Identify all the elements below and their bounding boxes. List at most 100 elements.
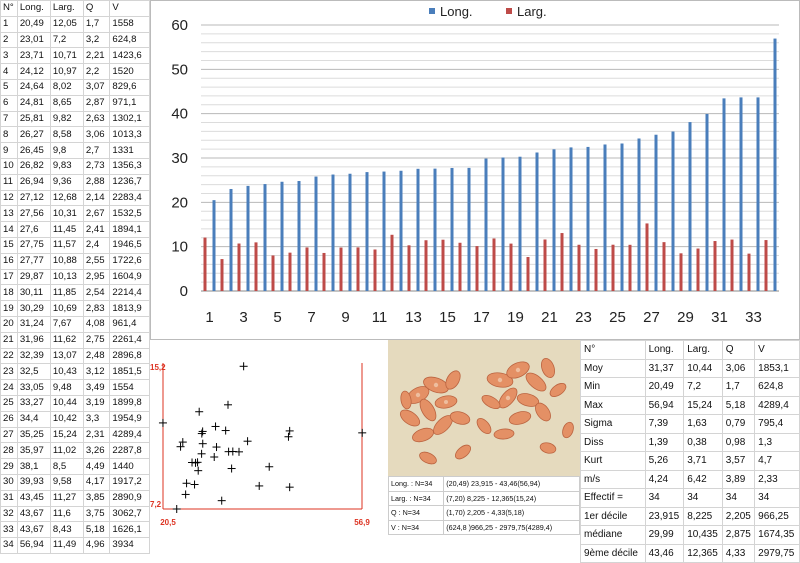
scatter-point (255, 481, 264, 490)
measurement-row: 5 24,64 8,02 3,07 829,6 (0, 78, 150, 96)
scatter-point (211, 422, 220, 431)
summary-cell: (624,8 )966,25 - 2979,75(4289,4) (443, 519, 580, 535)
measurement-row: 21 31,96 11,62 2,75 2261,4 (0, 331, 150, 349)
measurement-cell: 1,7 (82, 15, 111, 33)
measurement-cell: 1 (0, 15, 18, 33)
x-tick-label: 31 (711, 309, 728, 326)
scatter-chart-panel: 15,2 7,2 20,5 56,9 (150, 340, 388, 533)
measurement-cell: 11 (0, 173, 18, 191)
measurement-cell: 5,18 (82, 521, 111, 539)
statistics-cell: 1,7 (721, 377, 756, 397)
bar-larg (322, 252, 326, 291)
statistics-cell: 4,7 (754, 451, 800, 471)
measurement-cell: 2,55 (82, 252, 111, 270)
bar-long (620, 143, 624, 291)
bar-larg (390, 234, 394, 291)
statistics-cell: 43,46 (644, 543, 685, 563)
measurement-cell: 30,11 (16, 284, 51, 302)
statistics-row: Diss 1,39 0,38 0,98 1,3 (580, 432, 800, 452)
statistics-cell: Diss (580, 432, 646, 452)
x-tick-label: 13 (405, 309, 422, 326)
measurement-row: 4 24,12 10,97 2,2 1520 (0, 63, 150, 80)
measurement-cell: 1423,6 (109, 47, 150, 65)
measurement-cell: 43,67 (16, 505, 51, 523)
measurement-cell: 10,43 (49, 363, 84, 381)
statistics-row: m/s 4,24 6,42 3,89 2,33 (580, 469, 800, 489)
measurement-cell: 24 (0, 379, 18, 396)
statistics-cell: 34 (721, 488, 756, 508)
measurement-cell: 9,83 (49, 157, 84, 175)
measurement-row: 18 30,11 11,85 2,54 2214,4 (0, 284, 150, 302)
scatter-point (193, 458, 202, 467)
measurement-cell: 32,39 (16, 347, 51, 365)
bar-larg (305, 247, 309, 291)
measurement-row: 10 26,82 9,83 2,73 1356,3 (0, 157, 150, 175)
statistics-cell: 3,71 (683, 451, 723, 471)
measurement-cell: 11,85 (49, 284, 84, 302)
measurement-cell: 4,17 (82, 473, 111, 491)
legend-swatch (506, 8, 512, 14)
summary-cell: Long. : N=34 (387, 476, 445, 492)
x-tick-label: 5 (273, 309, 281, 326)
measurement-cell: 4,08 (82, 315, 111, 333)
x-tick-label: 23 (575, 309, 592, 326)
bar-larg (339, 247, 343, 291)
scatter-point (285, 426, 294, 435)
statistics-row: médiane 29,99 10,435 2,875 1674,35 (580, 525, 800, 545)
measurement-cell: 2,75 (82, 331, 111, 349)
x-tick-label: 19 (507, 309, 524, 326)
scatter-point (182, 479, 191, 488)
measurement-cell: 3062,7 (109, 505, 150, 523)
measurement-cell: 3,85 (82, 489, 111, 507)
statistics-cell: 4289,4 (754, 395, 800, 415)
measurement-cell: 14 (0, 221, 18, 238)
measurement-cell: 1946,5 (109, 236, 150, 254)
measurement-row: 9 26,45 9,8 2,7 1331 (0, 142, 150, 159)
measurement-row: 23 32,5 10,43 3,12 1851,5 (0, 363, 150, 381)
measurement-cell: 24,12 (16, 63, 51, 80)
bar-larg (628, 244, 632, 291)
statistics-cell: 12,365 (683, 543, 723, 563)
bar-larg (220, 259, 224, 291)
measurement-cell: 25 (0, 394, 18, 412)
measurement-cell: 13 (0, 205, 18, 223)
bar-long (773, 38, 777, 291)
statistics-cell: 7,2 (683, 377, 723, 397)
measurement-cell: 23 (0, 363, 18, 381)
measurement-cell: 10,31 (49, 205, 84, 223)
bar-larg (594, 248, 598, 291)
measurement-row: 8 26,27 8,58 3,06 1013,3 (0, 126, 150, 144)
measurement-cell: 2,88 (82, 173, 111, 191)
statistics-header-cell: Q (721, 340, 756, 360)
measurement-cell: 961,4 (109, 315, 150, 333)
statistics-cell: 34 (754, 488, 800, 508)
bar-larg (288, 252, 292, 291)
measurement-row: 27 35,25 15,24 2,31 4289,4 (0, 426, 150, 444)
bar-larg (747, 253, 751, 291)
measurement-row: 33 43,67 8,43 5,18 1626,1 (0, 521, 150, 539)
measurement-cell: 7 (0, 110, 18, 128)
measurement-cell: 3 (0, 47, 18, 65)
statistics-cell: 2,33 (754, 469, 800, 489)
bar-long (535, 152, 539, 291)
measurements-header-cell: N° (0, 0, 18, 17)
statistics-row: Sigma 7,39 1,63 0,79 795,4 (580, 414, 800, 434)
range-summary: Long. : N=34 (20,49) 23,915 - 43,46(56,94… (387, 476, 580, 535)
bar-long (263, 184, 267, 291)
measurement-cell: 2,95 (82, 268, 111, 286)
measurement-cell: 624,8 (109, 31, 150, 49)
measurement-cell: 3,2 (82, 31, 111, 49)
measurement-cell: 10,44 (49, 394, 84, 412)
scatter-point (210, 452, 219, 461)
statistics-cell: Min (580, 377, 646, 397)
measurement-cell: 4289,4 (109, 426, 150, 444)
measurement-cell: 1899,8 (109, 394, 150, 412)
measurement-cell: 10,97 (49, 63, 84, 80)
statistics-cell: 10,44 (683, 358, 723, 378)
statistics-cell: 4,33 (721, 543, 756, 563)
measurement-cell: 4,49 (82, 458, 111, 475)
measurement-cell: 1722,6 (109, 252, 150, 270)
statistics-cell: 1er décile (580, 506, 646, 526)
bar-long (705, 113, 709, 292)
measurement-cell: 7,67 (49, 315, 84, 333)
